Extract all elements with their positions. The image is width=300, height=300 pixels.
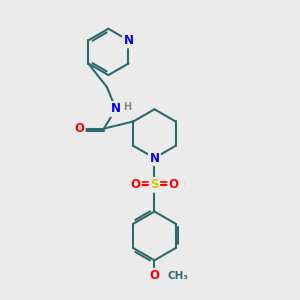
Text: O: O <box>149 269 160 282</box>
Text: N: N <box>111 103 121 116</box>
Text: O: O <box>74 122 84 135</box>
Text: O: O <box>130 178 140 191</box>
Text: N: N <box>149 152 160 164</box>
Text: S: S <box>150 178 159 191</box>
Text: O: O <box>169 178 179 191</box>
Text: CH₃: CH₃ <box>168 271 189 281</box>
Text: H: H <box>123 102 131 112</box>
Text: N: N <box>124 34 134 47</box>
